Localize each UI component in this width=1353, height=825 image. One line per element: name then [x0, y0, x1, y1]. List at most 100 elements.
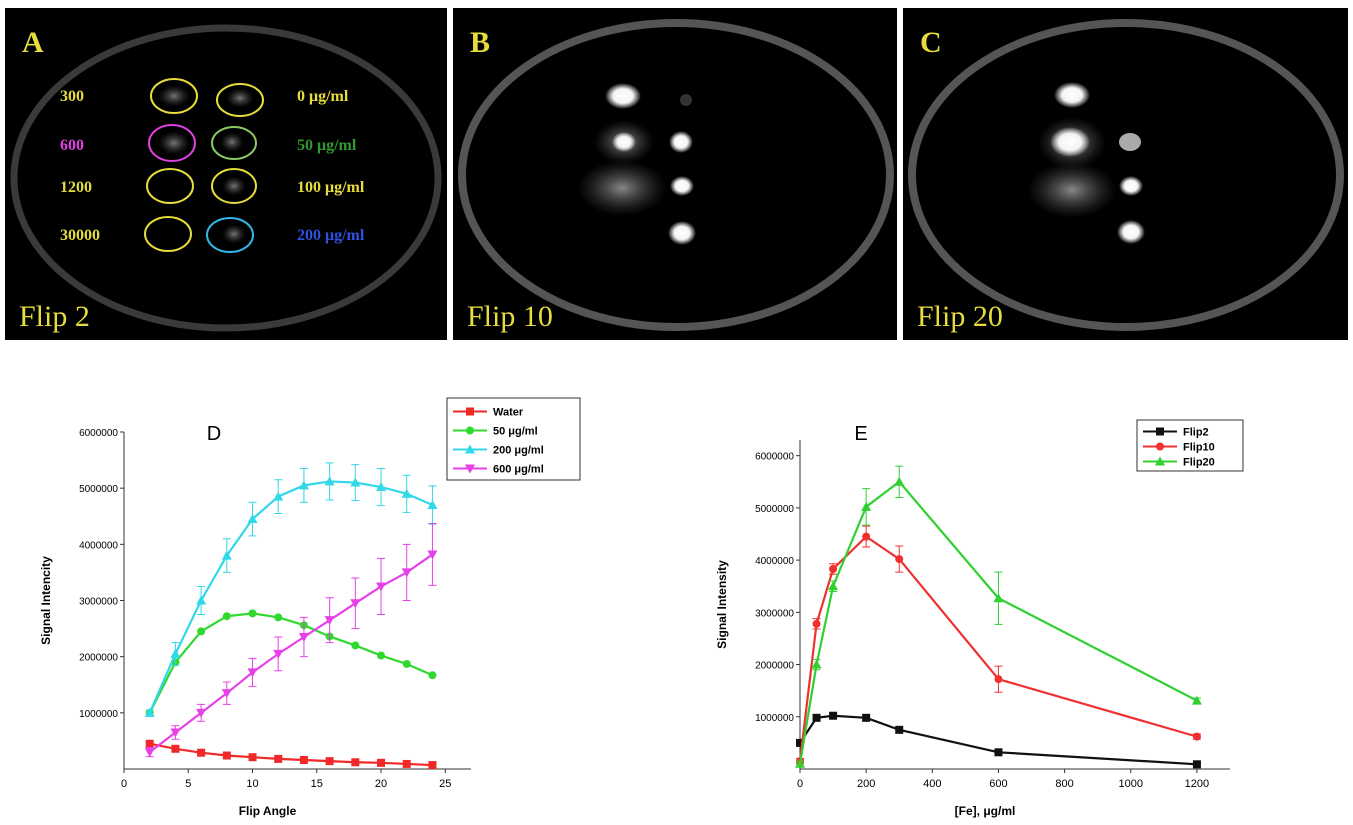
chart: 1000000200000030000004000000500000060000… [39, 398, 580, 818]
data-point [223, 752, 231, 760]
data-point [894, 477, 904, 486]
data-point [274, 613, 282, 621]
data-point [249, 609, 257, 617]
panel-letter: A [22, 26, 44, 59]
data-point [351, 641, 359, 649]
x-tick-label: 1200 [1185, 778, 1209, 790]
data-point [376, 582, 386, 591]
data-point [829, 565, 837, 573]
mri-panel-c [903, 8, 1348, 340]
x-tick-label: 15 [311, 778, 323, 790]
x-tick-label: 20 [375, 778, 387, 790]
data-point [196, 596, 206, 605]
x-tick-label: 5 [185, 778, 191, 790]
y-tick-label: 2000000 [755, 661, 794, 672]
y-tick-label: 1000000 [755, 713, 794, 724]
x-tick-label: 1000 [1119, 778, 1143, 790]
legend-marker [466, 408, 474, 416]
x-tick-label: 200 [857, 778, 875, 790]
data-point [145, 748, 155, 757]
data-point [813, 620, 821, 628]
legend-label: Water [493, 407, 524, 419]
legend-label: 600 μg/ml [493, 464, 544, 476]
data-point [994, 748, 1002, 756]
x-tick-label: 800 [1055, 778, 1073, 790]
y-tick-label: 5000000 [755, 504, 794, 515]
data-point [895, 555, 903, 563]
x-tick-label: 400 [923, 778, 941, 790]
concentration-label: 600 [60, 137, 84, 154]
data-point [895, 726, 903, 734]
data-point [351, 758, 359, 766]
data-point [1193, 760, 1201, 768]
legend-label: 50 μg/ml [493, 426, 538, 438]
figure: AFlip 23006001200300000 μg/ml50 μg/ml100… [0, 0, 1353, 825]
data-point [274, 755, 282, 763]
y-axis-title: Signal Intensity [715, 560, 729, 649]
data-point [813, 714, 821, 722]
y-tick-label: 1000000 [79, 709, 118, 720]
y-tick-label: 4000000 [755, 556, 794, 567]
concentration-label: 50 μg/ml [297, 137, 357, 154]
concentration-label: 200 μg/ml [297, 227, 365, 244]
x-axis-title: [Fe], μg/ml [955, 804, 1016, 818]
concentration-label: 100 μg/ml [297, 179, 365, 196]
concentration-label: 1200 [60, 179, 92, 196]
data-point [862, 533, 870, 541]
series-line [150, 744, 433, 765]
legend-marker [1156, 443, 1164, 451]
panel-caption: Flip 20 [917, 300, 1003, 333]
data-point [300, 756, 308, 764]
data-point [171, 745, 179, 753]
y-axis-title: Signal Intencity [39, 556, 53, 645]
data-point [249, 753, 257, 761]
data-point [1192, 696, 1202, 705]
series-line [800, 716, 1197, 765]
x-tick-label: 600 [989, 778, 1007, 790]
data-point [197, 749, 205, 757]
x-tick-label: 0 [797, 778, 803, 790]
data-point [428, 671, 436, 679]
y-tick-label: 2000000 [79, 653, 118, 664]
data-point [146, 740, 154, 748]
data-point [377, 759, 385, 767]
panel-caption: Flip 2 [19, 300, 90, 333]
data-point [299, 633, 309, 642]
x-tick-label: 10 [246, 778, 258, 790]
data-point [170, 649, 180, 658]
chart-title: E [854, 423, 867, 445]
data-point [325, 616, 335, 625]
y-tick-label: 6000000 [755, 452, 794, 463]
legend-label: Flip20 [1183, 457, 1215, 469]
data-point [403, 760, 411, 768]
x-axis-title: Flip Angle [239, 804, 297, 818]
y-tick-label: 3000000 [79, 597, 118, 608]
panel-letter: B [470, 26, 490, 59]
legend-marker [1156, 428, 1164, 436]
panel-letter: C [920, 26, 942, 59]
legend-marker [466, 427, 474, 435]
chart-title: D [207, 423, 221, 445]
panel-caption: Flip 10 [467, 300, 553, 333]
series-line [150, 554, 433, 752]
concentration-label: 30000 [60, 227, 100, 244]
legend-label: 200 μg/ml [493, 445, 544, 457]
data-point [377, 652, 385, 660]
data-point [994, 675, 1002, 683]
data-point [428, 761, 436, 769]
data-point [223, 612, 231, 620]
data-point [197, 627, 205, 635]
x-tick-label: 25 [439, 778, 451, 790]
data-point [829, 712, 837, 720]
data-point [862, 714, 870, 722]
data-point [326, 757, 334, 765]
series-line [150, 613, 433, 712]
series-line [800, 537, 1197, 762]
x-tick-label: 0 [121, 778, 127, 790]
y-tick-label: 3000000 [755, 608, 794, 619]
y-tick-label: 6000000 [79, 428, 118, 439]
data-point [403, 660, 411, 668]
legend-label: Flip2 [1183, 427, 1209, 439]
mri-panel-b [453, 8, 897, 340]
concentration-label: 0 μg/ml [297, 88, 349, 105]
